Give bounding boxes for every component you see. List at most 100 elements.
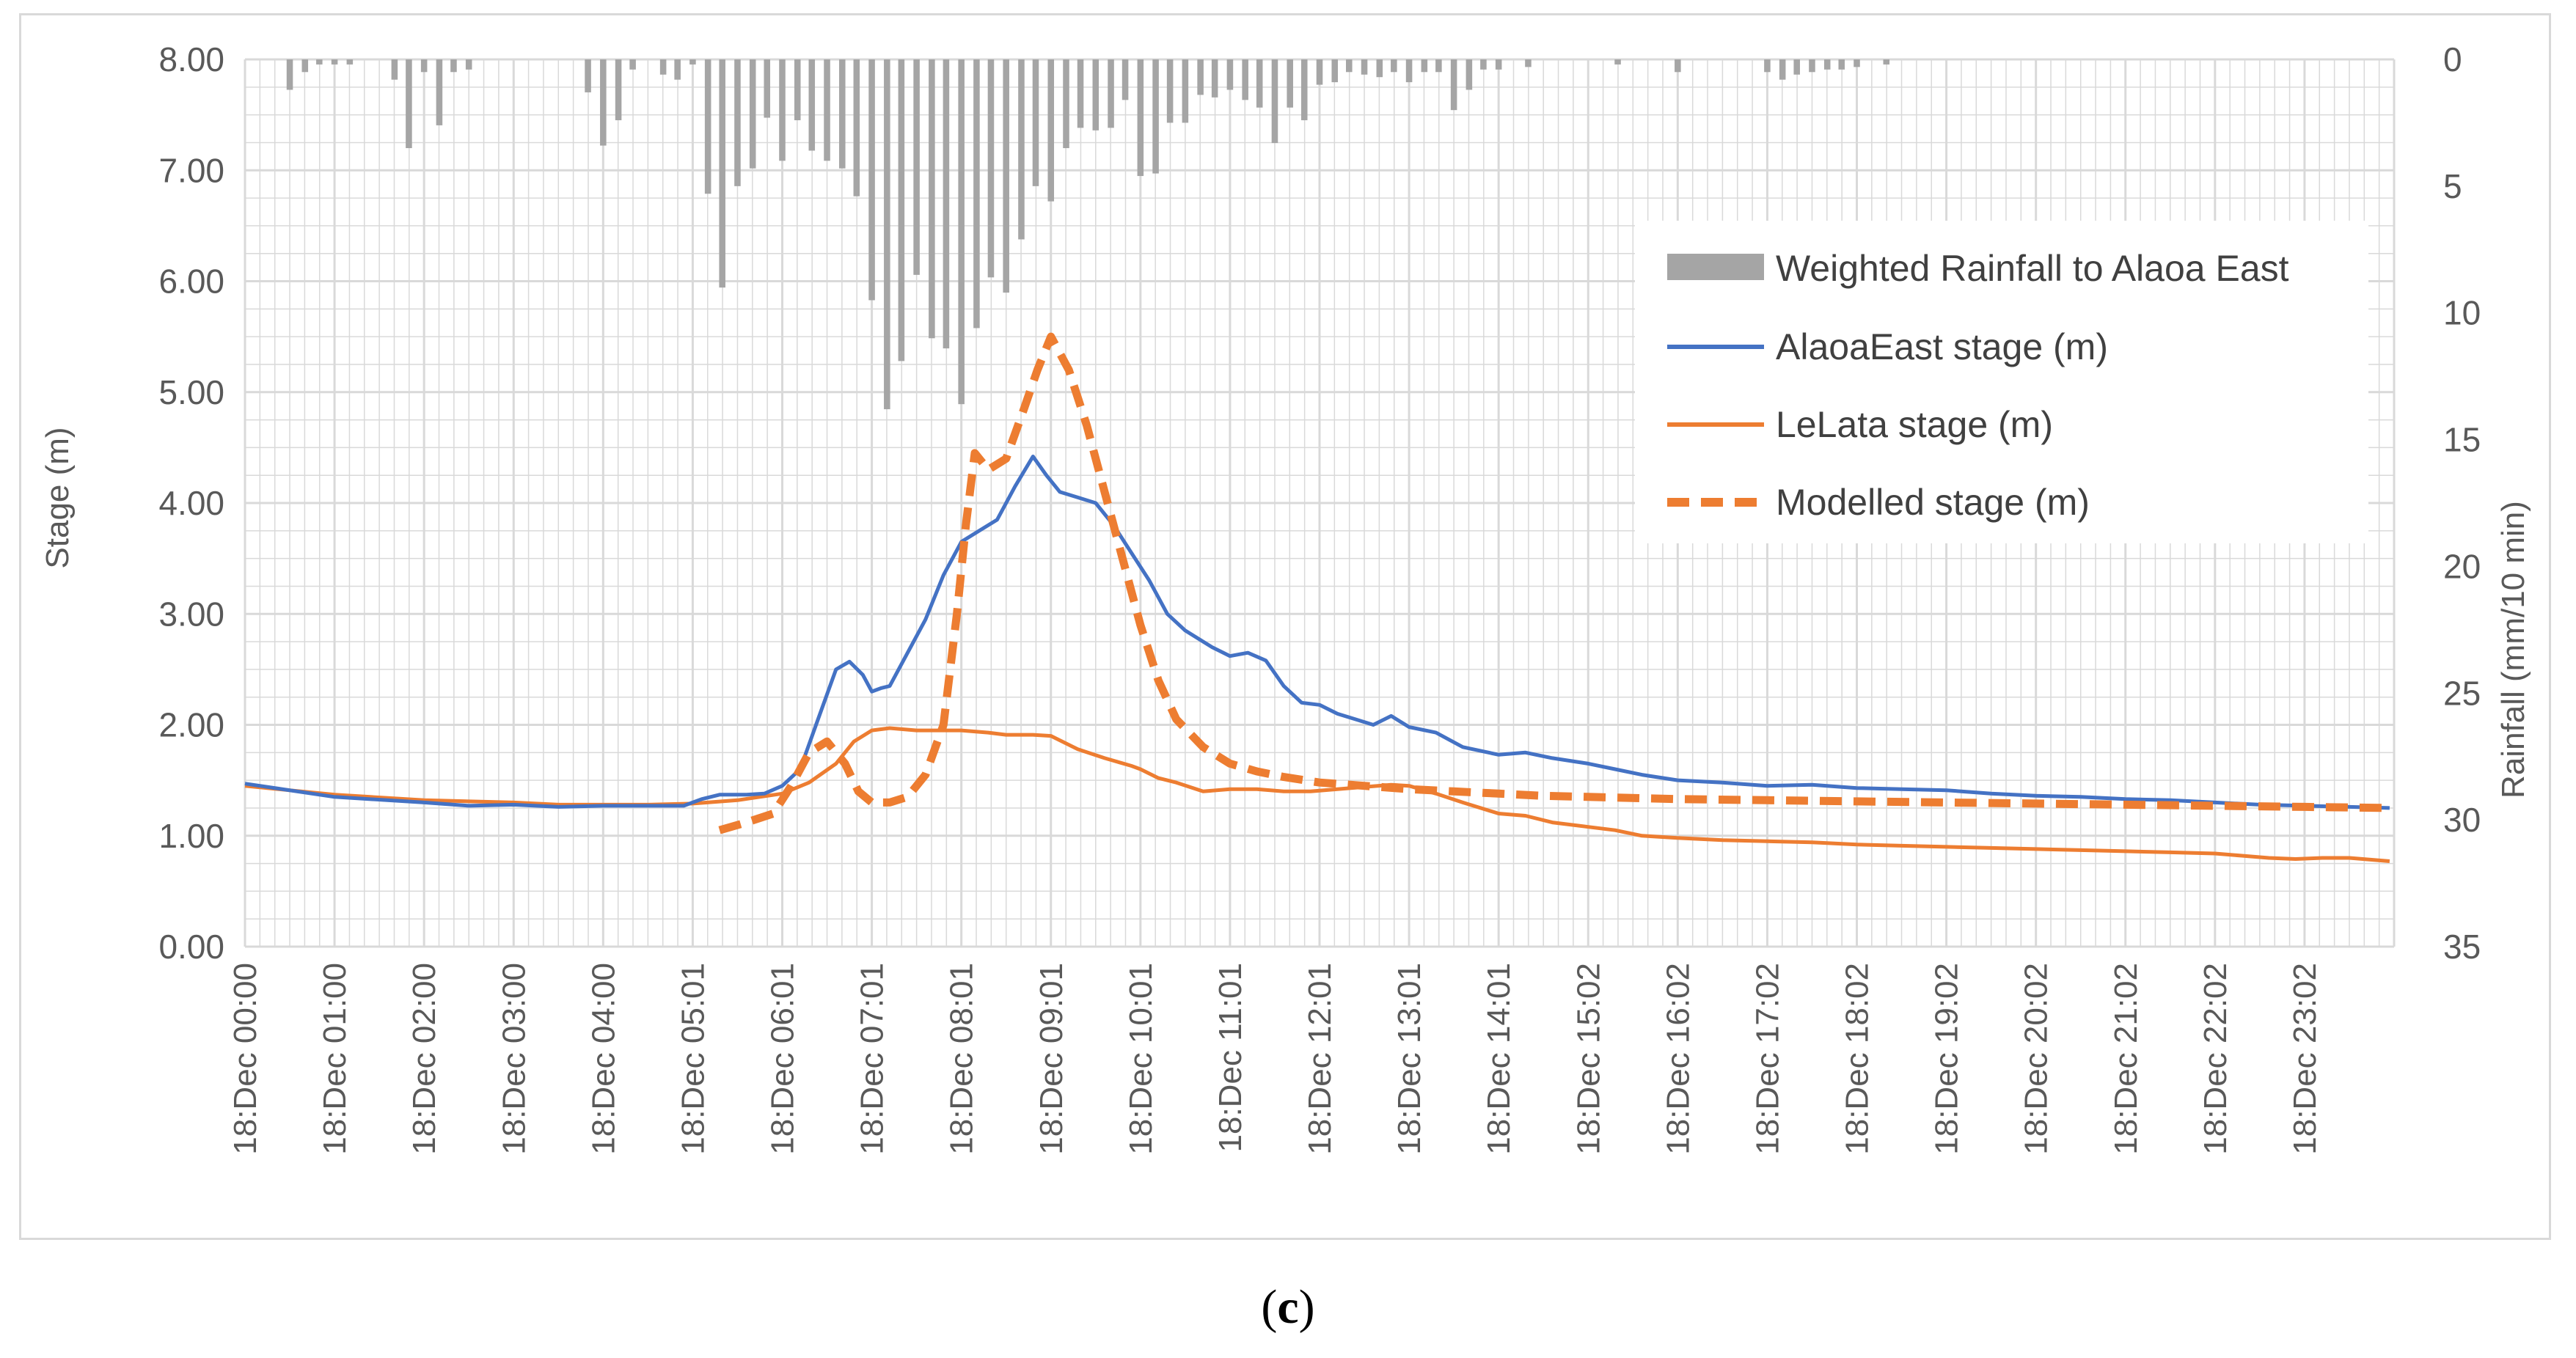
x-tick-label: 18:Dec 22:02 xyxy=(2198,963,2233,1155)
chart-frame: 0.00 1.00 2.00 3.00 4.00 5.00 6.00 7.00 8.00 0 5 10… xyxy=(19,13,2551,1240)
rainfall-bar xyxy=(1166,59,1174,123)
line-alaoaeast-stage xyxy=(244,455,2390,810)
rainfall-bar xyxy=(600,59,607,146)
x-tick-label: 18:Dec 08:01 xyxy=(944,963,980,1155)
rainfall-bar xyxy=(1211,59,1218,98)
x-tick-label: 18:Dec 05:01 xyxy=(675,963,711,1155)
rainfall-bar xyxy=(973,59,980,329)
line-modelled-stage xyxy=(718,332,2390,834)
rainfall-bar xyxy=(689,59,696,65)
y-tick-label: 7.00 xyxy=(158,151,224,189)
x-tick-label: 18:Dec 03:00 xyxy=(496,963,532,1155)
rainfall-bar xyxy=(704,59,711,194)
rainfall-bar xyxy=(1466,59,1473,90)
rainfall-bar xyxy=(1823,59,1831,70)
x-tick-label: 18:Dec 04:00 xyxy=(585,963,621,1155)
rainfall-bar xyxy=(734,59,741,186)
rainfall-bar xyxy=(1152,59,1159,174)
rainfall-bar xyxy=(719,59,725,288)
x-tick-label: 18:Dec 23:02 xyxy=(2287,963,2323,1155)
y2-tick-label: 20 xyxy=(2443,547,2481,585)
x-tick-label: 18:Dec 16:02 xyxy=(1660,963,1696,1155)
rainfall-bar xyxy=(1614,59,1621,65)
rainfall-bar xyxy=(1197,59,1204,95)
y-tick-label: 5.00 xyxy=(158,373,224,411)
rainfall-bars xyxy=(286,59,1890,410)
chart-svg: 0.00 1.00 2.00 3.00 4.00 5.00 6.00 7.00 8.00 0 5 10… xyxy=(40,40,2531,1155)
rainfall-bar xyxy=(1346,59,1353,73)
rainfall-bar xyxy=(406,59,412,148)
x-tick-label: 18:Dec 09:01 xyxy=(1033,963,1069,1155)
rainfall-bar xyxy=(1063,59,1069,148)
rainfall-bar xyxy=(1809,59,1815,73)
y-tick-label: 1.00 xyxy=(158,817,224,855)
panel-label-open: ( xyxy=(1261,1280,1278,1334)
rainfall-bar xyxy=(794,59,801,120)
legend-label-alaoa: AlaoaEast stage (m) xyxy=(1776,326,2108,367)
rainfall-bar xyxy=(1391,59,1397,73)
rainfall-bar xyxy=(1421,59,1428,73)
rainfall-bar xyxy=(1287,59,1293,108)
y-tick-label: 0.00 xyxy=(158,928,224,966)
legend-swatch-rainfall xyxy=(1667,254,1764,280)
rainfall-bar xyxy=(764,59,771,118)
rainfall-bar xyxy=(465,59,472,70)
legend: Weighted Rainfall to Alaoa East AlaoaEas… xyxy=(1635,221,2368,543)
stage-lines xyxy=(244,332,2390,863)
rainfall-bar xyxy=(1077,59,1084,128)
y2-tick-label: 15 xyxy=(2443,421,2481,459)
rainfall-bar xyxy=(1376,59,1383,78)
rainfall-bar xyxy=(1047,59,1055,202)
x-tick-label: 18:Dec 17:02 xyxy=(1749,963,1785,1155)
rainfall-bar xyxy=(420,59,428,73)
rainfall-bar xyxy=(853,59,860,197)
x-tick-label: 18:Dec 01:00 xyxy=(317,963,353,1155)
rainfall-bar xyxy=(1883,59,1890,65)
rainfall-bar xyxy=(1300,59,1308,120)
legend-label-lelata: LeLata stage (m) xyxy=(1776,404,2053,445)
rainfall-bar xyxy=(1793,59,1800,75)
rainfall-bar xyxy=(1361,59,1368,75)
x-tick-label: 18:Dec 21:02 xyxy=(2108,963,2144,1155)
x-tick-label: 18:Dec 18:02 xyxy=(1840,963,1876,1155)
rainfall-bar xyxy=(1242,59,1248,100)
y2-tick-label: 30 xyxy=(2443,801,2481,839)
rainfall-bar xyxy=(898,59,905,361)
y2-tick-label: 10 xyxy=(2443,294,2481,332)
rainfall-bar xyxy=(1003,59,1009,293)
rainfall-bar xyxy=(1450,59,1457,111)
x-tick-label: 18:Dec 00:00 xyxy=(227,963,263,1155)
x-tick-label: 18:Dec 02:00 xyxy=(406,963,442,1155)
rainfall-bar xyxy=(1256,59,1263,108)
rainfall-bar xyxy=(1495,59,1502,70)
y2-axis-title: Rainfall (mm/10 min) xyxy=(2495,501,2531,799)
rainfall-bar xyxy=(913,59,920,275)
rainfall-bar xyxy=(839,59,846,169)
rainfall-bar xyxy=(1032,59,1039,186)
rainfall-bar xyxy=(450,59,457,73)
rainfall-bar xyxy=(391,59,398,80)
rainfall-bar xyxy=(1480,59,1487,70)
rainfall-bar xyxy=(1435,59,1442,73)
rainfall-bar xyxy=(808,59,816,151)
x-tick-label: 18:Dec 07:01 xyxy=(855,963,890,1155)
rainfall-bar xyxy=(1121,59,1129,100)
rainfall-bar xyxy=(629,59,636,70)
y2-tick-label: 0 xyxy=(2443,40,2462,78)
panel-label: (c) xyxy=(0,1280,2576,1335)
x-tick-label: 18:Dec 12:01 xyxy=(1302,963,1338,1155)
panel-label-letter: c xyxy=(1277,1280,1299,1334)
x-tick-label: 18:Dec 14:01 xyxy=(1481,963,1517,1155)
rainfall-bar xyxy=(929,59,935,339)
y2-tick-label: 25 xyxy=(2443,674,2481,712)
rainfall-bar xyxy=(884,59,890,410)
y-axis-title: Stage (m) xyxy=(40,427,76,568)
rainfall-bar xyxy=(1405,59,1413,83)
y-tick-label: 8.00 xyxy=(158,40,224,78)
y-tick-label: 4.00 xyxy=(158,484,224,522)
x-tick-label: 18:Dec 19:02 xyxy=(1929,963,1965,1155)
rainfall-bar xyxy=(1764,59,1771,73)
rainfall-bar xyxy=(301,59,309,73)
rainfall-bar xyxy=(674,59,681,80)
y-tick-label: 6.00 xyxy=(158,263,224,301)
